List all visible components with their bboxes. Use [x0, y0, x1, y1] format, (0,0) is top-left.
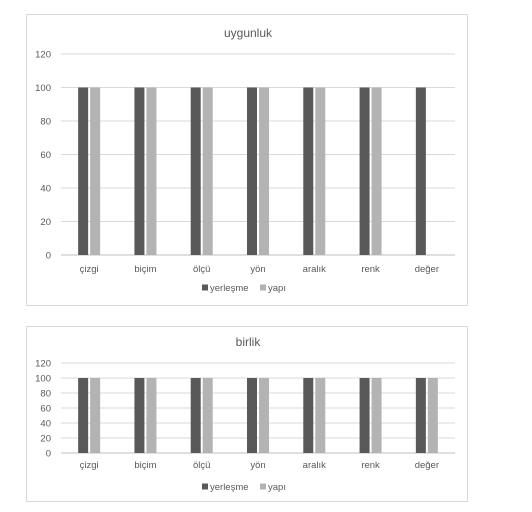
- bar-yerleşme: [415, 378, 426, 453]
- y-tick-label: 100: [35, 83, 51, 94]
- chart-svg-birlik: birlik 0 20 40 60 80 100 120 çizgi biçim ölçü yön ar…: [35, 335, 455, 493]
- category-label: biçim: [134, 264, 156, 275]
- chart-svg-uygunluk: uygunluk 0 20 40 60 80 100 120 çizgi biçim ölçü yön…: [35, 26, 455, 294]
- y-tick-label: 40: [40, 419, 51, 430]
- bar-yerleşme: [134, 87, 145, 255]
- y-tick-label: 100: [35, 374, 51, 385]
- legend-swatch-yapı: [260, 284, 266, 291]
- y-tick-label: 20: [40, 217, 51, 228]
- category-label: renk: [361, 460, 380, 471]
- legend-swatch-yerleşme: [202, 483, 208, 490]
- category-label: değer: [415, 264, 439, 275]
- legend-label-yerleşme: yerleşme: [210, 482, 249, 493]
- category-label: çizgi: [80, 460, 99, 471]
- bar-yerleşme: [359, 87, 370, 255]
- bar-yerleşme: [359, 378, 370, 453]
- bar-yapı: [90, 87, 101, 255]
- bar-yapı: [315, 87, 326, 255]
- bar-yapı: [202, 378, 213, 453]
- legend-swatch-yapı: [260, 483, 266, 490]
- bar-yapı: [315, 378, 326, 453]
- bar-yerleşme: [303, 378, 314, 453]
- category-label: renk: [361, 264, 380, 275]
- bar-yerleşme: [190, 378, 201, 453]
- category-label: ölçü: [193, 264, 210, 275]
- bar-yerleşme: [78, 378, 89, 453]
- chart-panel-birlik: birlik 0 20 40 60 80 100 120 çizgi biçim ölçü yön ar…: [26, 326, 468, 502]
- legend-label-yapı: yapı: [268, 482, 286, 493]
- category-label: aralık: [303, 460, 326, 471]
- y-tick-label: 120: [35, 50, 51, 61]
- category-label: değer: [415, 460, 439, 471]
- bar-yerleşme: [415, 87, 426, 255]
- legend-label-yerleşme: yerleşme: [210, 283, 249, 294]
- category-label: aralık: [303, 264, 326, 275]
- y-tick-label: 20: [40, 434, 51, 445]
- bar-yapı: [427, 378, 438, 453]
- chart-panel-uygunluk: uygunluk 0 20 40 60 80 100 120 çizgi biçim ölçü yön…: [26, 14, 468, 306]
- y-tick-label: 120: [35, 359, 51, 370]
- bar-yapı: [371, 87, 382, 255]
- bar-yerleşme: [190, 87, 201, 255]
- bar-yapı: [259, 87, 269, 255]
- bar-yerleşme: [78, 87, 89, 255]
- y-tick-label: 40: [40, 184, 51, 195]
- bar-yerleşme: [247, 87, 257, 255]
- legend-swatch-yerleşme: [202, 284, 208, 291]
- bar-yapı: [371, 378, 382, 453]
- category-label: biçim: [134, 460, 156, 471]
- bar-yapı: [90, 378, 101, 453]
- category-label: yön: [250, 460, 265, 471]
- y-tick-label: 80: [40, 117, 51, 128]
- bar-yapı: [146, 87, 157, 255]
- y-tick-label: 60: [40, 404, 51, 415]
- legend-label-yapı: yapı: [268, 283, 286, 294]
- chart-title: birlik: [236, 335, 262, 349]
- bar-yapı: [146, 378, 157, 453]
- y-tick-label: 60: [40, 150, 51, 161]
- y-tick-label: 0: [46, 449, 51, 460]
- category-label: ölçü: [193, 460, 210, 471]
- category-label: çizgi: [80, 264, 99, 275]
- bar-yerleşme: [134, 378, 145, 453]
- bar-yapı: [202, 87, 213, 255]
- category-label: yön: [250, 264, 265, 275]
- y-tick-label: 80: [40, 389, 51, 400]
- bar-yerleşme: [247, 378, 257, 453]
- y-tick-label: 0: [46, 251, 51, 262]
- chart-title: uygunluk: [224, 26, 273, 40]
- bar-yapı: [259, 378, 269, 453]
- bar-yerleşme: [303, 87, 314, 255]
